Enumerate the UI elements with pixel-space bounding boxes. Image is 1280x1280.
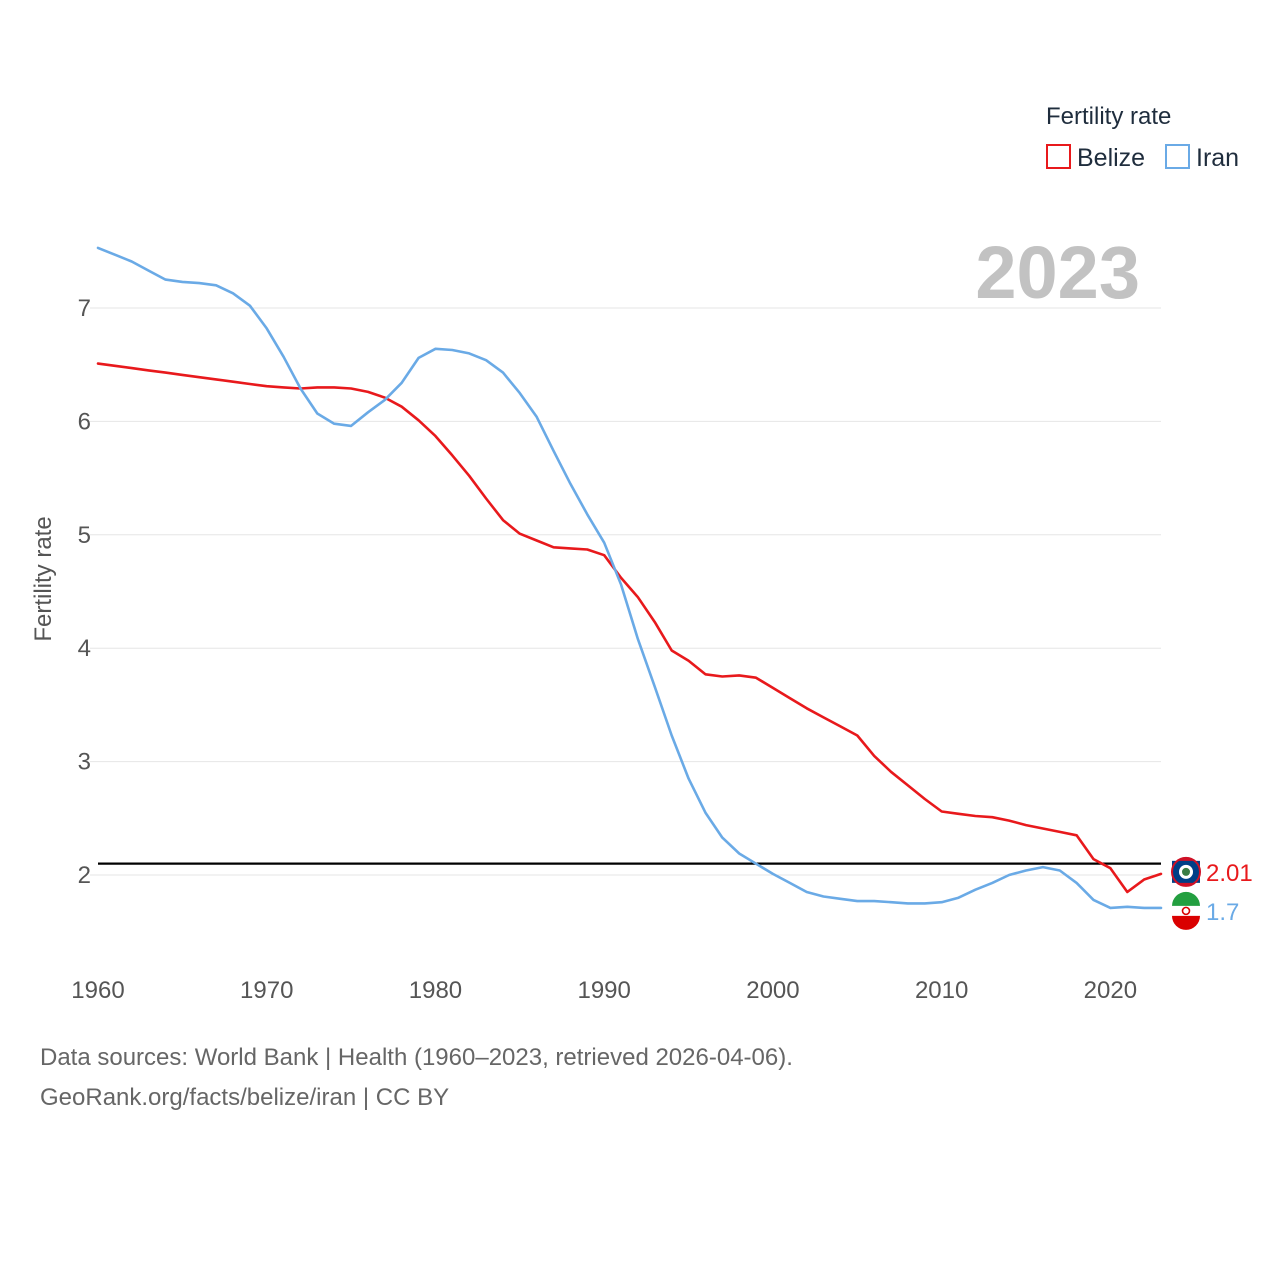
y-tick-label-6: 6 [78, 408, 91, 435]
source-link[interactable]: GeoRank.org/facts/belize/iran | CC BY [40, 1084, 450, 1111]
x-tick-label-1980: 1980 [409, 977, 462, 1004]
x-tick-label-1960: 1960 [71, 977, 124, 1004]
legend-title: Fertility rate [1046, 103, 1171, 130]
legend-label-belize[interactable]: Belize [1077, 144, 1145, 172]
legend-swatch-belize[interactable] [1046, 144, 1071, 169]
y-tick-label-2: 2 [78, 862, 91, 889]
x-tick-label-1990: 1990 [577, 977, 630, 1004]
source-note: Data sources: World Bank | Health (1960–… [40, 1044, 793, 1071]
end-value-label-iran: 1.7 [1206, 899, 1239, 926]
series-lines [96, 246, 1163, 910]
legend-swatch-iran[interactable] [1165, 144, 1190, 169]
year-label: 2023 [975, 231, 1140, 314]
iran-flag-icon [1172, 891, 1200, 930]
x-tick-label-2000: 2000 [746, 977, 799, 1004]
x-tick-label-1970: 1970 [240, 977, 293, 1004]
belize-flag-icon [1171, 856, 1201, 887]
legend: Fertility rate Belize Iran [1046, 103, 1239, 172]
y-tick-label-7: 7 [78, 295, 91, 322]
gridlines [90, 307, 1161, 876]
end-value-label-belize: 2.01 [1206, 860, 1253, 887]
series-line-belize[interactable] [96, 362, 1163, 894]
y-tick-label-5: 5 [78, 522, 91, 549]
y-axis-ticks: 2 3 4 5 6 7 [78, 295, 91, 889]
series-line-iran[interactable] [96, 246, 1163, 910]
y-tick-label-4: 4 [78, 635, 91, 662]
x-axis-ticks: 1960 1970 1980 1990 2000 2010 2020 [71, 977, 1137, 1004]
x-tick-label-2010: 2010 [915, 977, 968, 1004]
x-tick-label-2020: 2020 [1084, 977, 1137, 1004]
legend-label-iran[interactable]: Iran [1196, 144, 1239, 172]
end-markers: 2.01 1.7 [1171, 856, 1253, 930]
y-axis-title: Fertility rate [30, 516, 57, 641]
y-tick-label-3: 3 [78, 749, 91, 776]
